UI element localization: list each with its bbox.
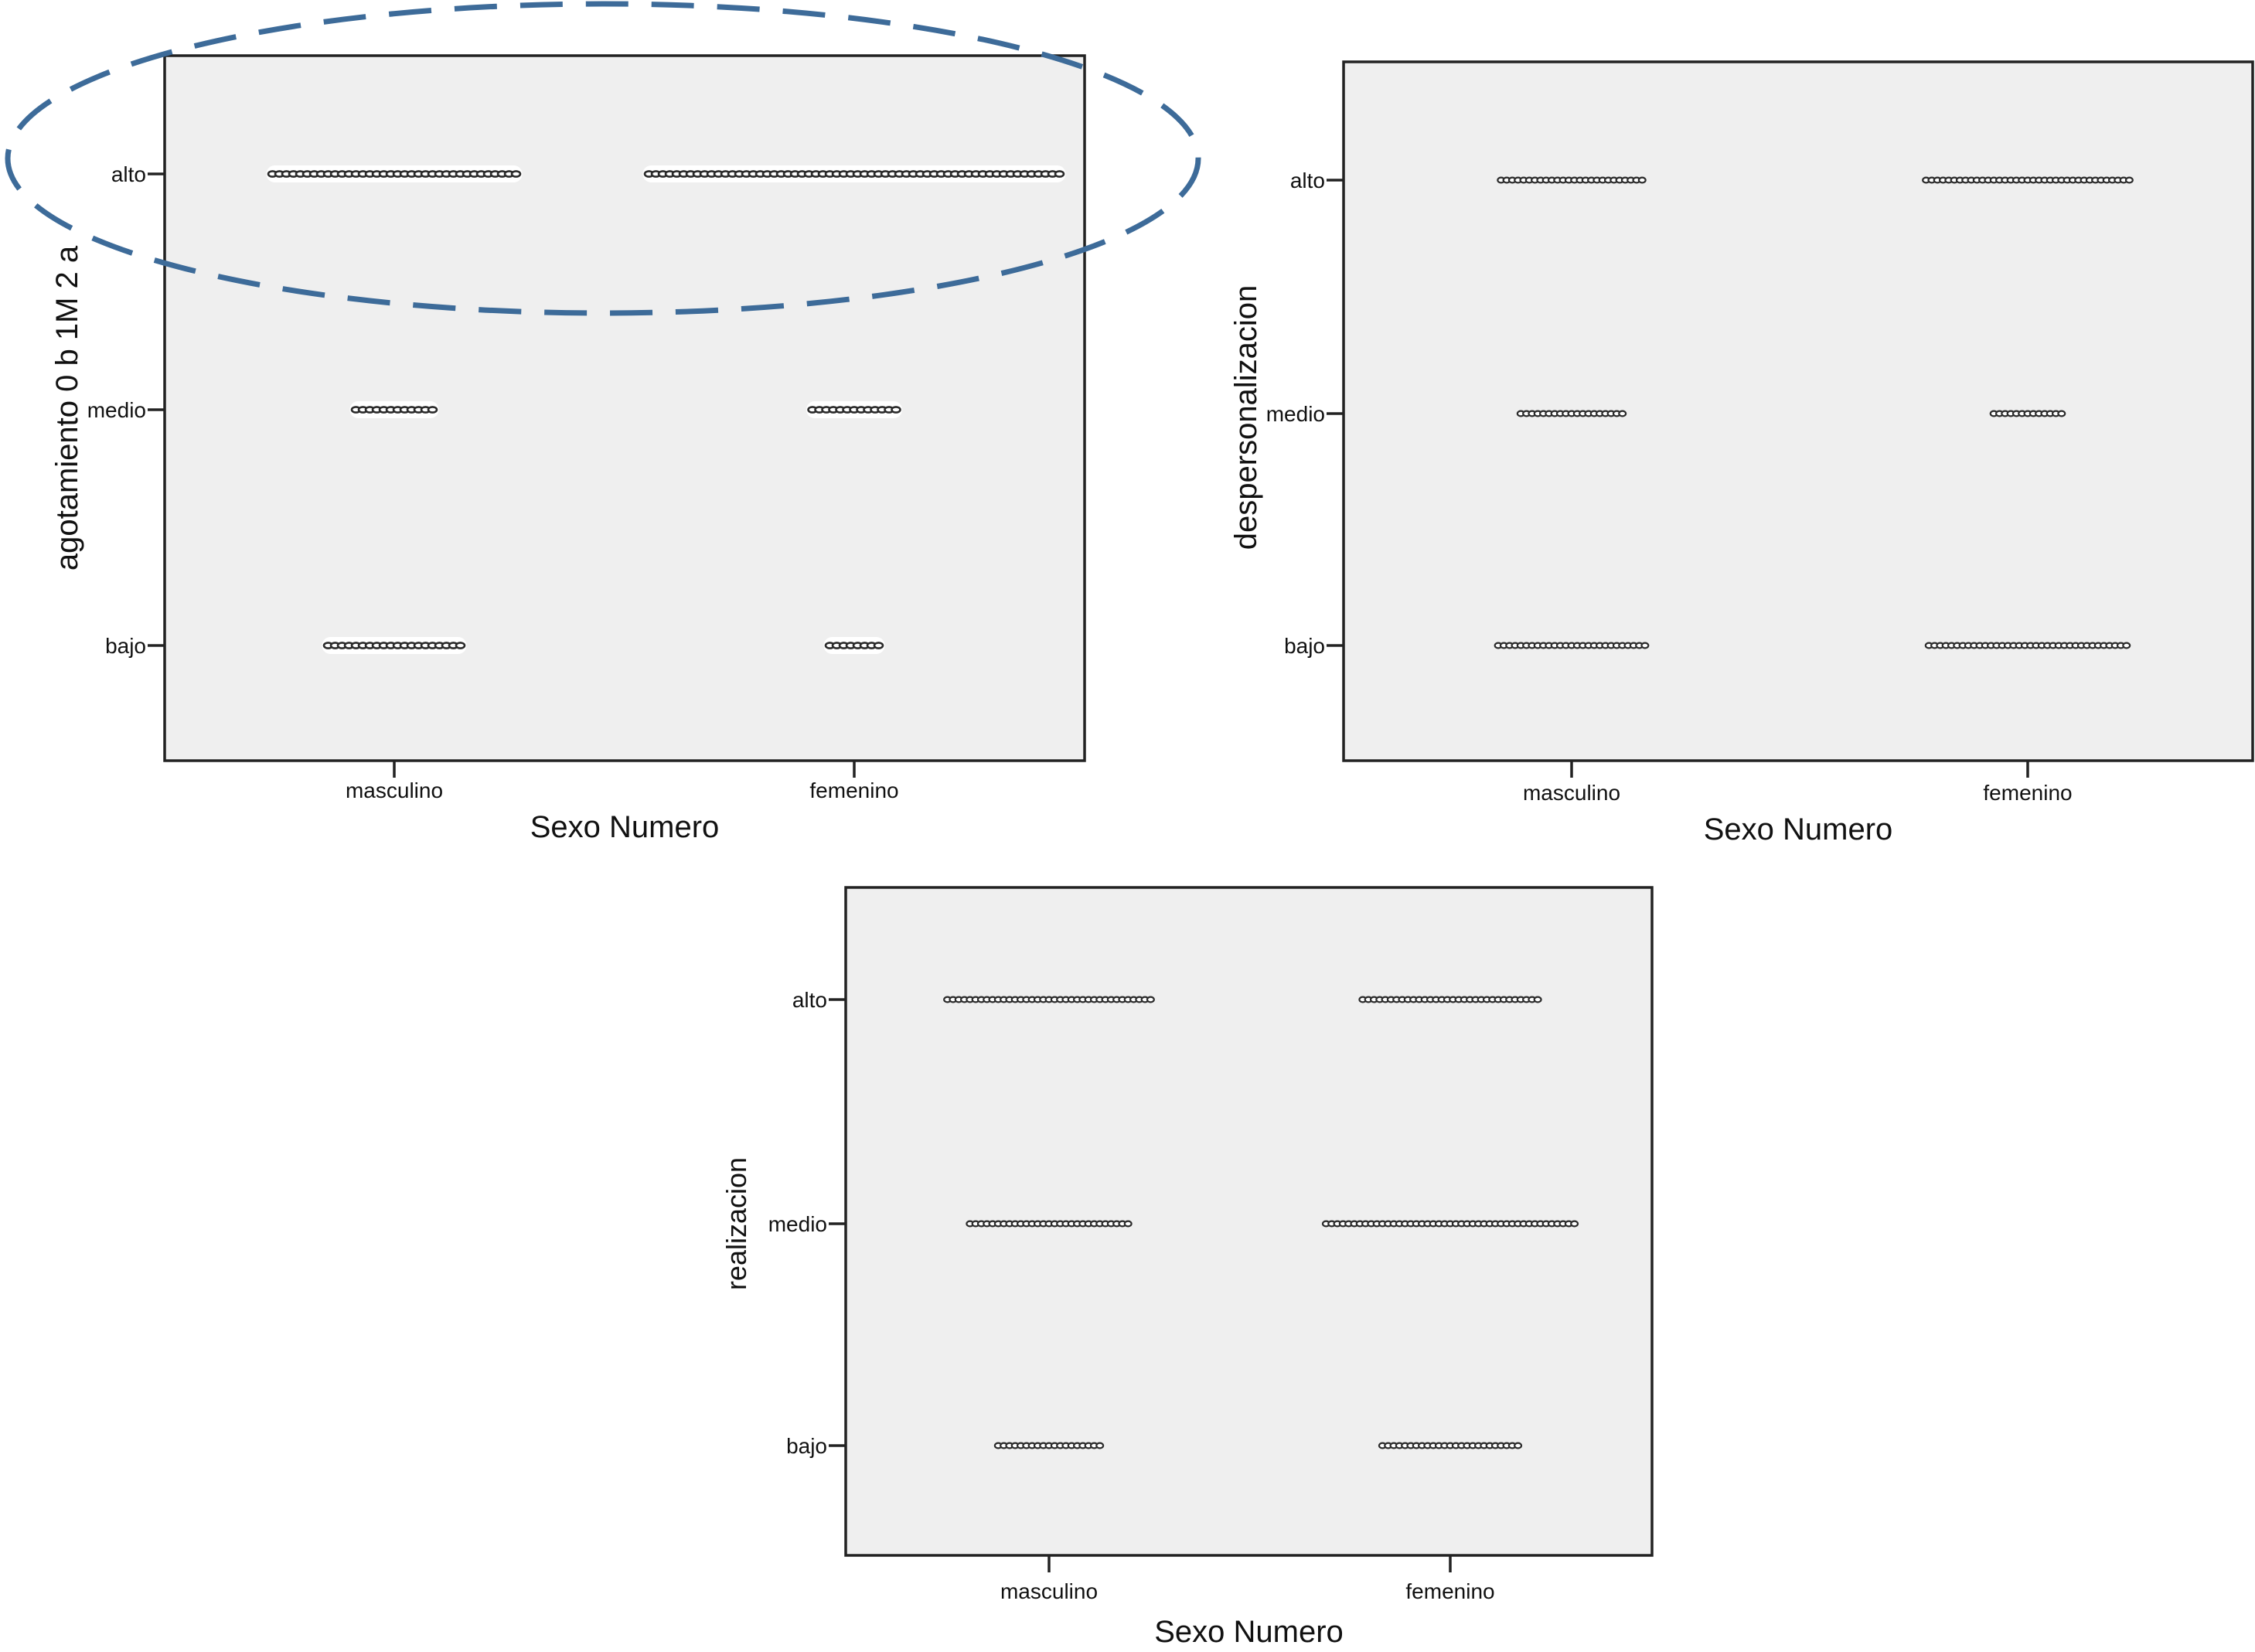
y-axis-title: despersonalizacion: [1229, 285, 1263, 550]
data-point-masculino-medio: [427, 406, 438, 414]
y-axis-title: realizacion: [720, 1157, 752, 1290]
dots-layer: [266, 165, 1066, 654]
data-point-masculino-alto: [510, 170, 522, 178]
data-point-masculino-medio: [1123, 1220, 1133, 1228]
plot-area: [163, 54, 1086, 762]
data-point-femenino-alto: [2124, 176, 2134, 184]
x-tick-label-femenino: femenino: [1405, 1579, 1494, 1603]
x-axis-title: Sexo Numero: [1704, 812, 1893, 846]
y-tick-label-medio: medio: [87, 398, 146, 422]
data-point-femenino-bajo: [873, 642, 884, 649]
y-axis-title: agotamiento 0 b 1M 2 a: [50, 245, 84, 571]
x-tick-label-masculino: masculino: [1523, 781, 1620, 805]
y-tick-label-alto: alto: [1290, 169, 1325, 192]
x-tick-label-femenino: femenino: [1983, 781, 2072, 805]
data-point-femenino-medio: [891, 406, 901, 414]
y-tick-label-alto: alto: [111, 162, 146, 186]
x-tick-label-masculino: masculino: [1000, 1579, 1098, 1603]
data-point-masculino-bajo: [1095, 1442, 1105, 1449]
y-tick-label-alto: alto: [792, 988, 827, 1012]
x-axis-title: Sexo Numero: [1154, 1615, 1344, 1649]
x-tick-label-masculino: masculino: [346, 778, 443, 802]
chart-panel-3: alto medio bajo masculino femenino Sexo Numer…: [720, 886, 1654, 1649]
highlight-ellipse: [5, 1, 1201, 316]
data-point-masculino-alto: [1146, 996, 1155, 1003]
y-tick-label-bajo: bajo: [1284, 634, 1325, 658]
dots-layer: [943, 996, 1579, 1449]
plot-area: [1342, 60, 2254, 762]
y-tick-label-bajo: bajo: [786, 1434, 827, 1458]
y-tick-label-bajo: bajo: [105, 634, 146, 658]
data-point-masculino-bajo: [455, 642, 466, 649]
data-point-masculino-alto: [1637, 176, 1647, 184]
data-point-femenino-medio: [1570, 1220, 1579, 1228]
y-tick-label-medio: medio: [1266, 402, 1325, 426]
dots-layer: [1494, 176, 2134, 649]
x-axis-title: Sexo Numero: [530, 810, 720, 844]
y-tick-label-medio: medio: [768, 1212, 827, 1236]
data-point-masculino-bajo: [1640, 642, 1650, 649]
data-point-femenino-bajo: [1514, 1442, 1523, 1449]
chart-panel-1: alto medio bajo masculino femenino Sexo Numer…: [50, 54, 1086, 844]
data-point-femenino-bajo: [2122, 642, 2131, 649]
chart-panel-2: alto medio bajo masculino femenino Sexo Numer…: [1229, 60, 2254, 846]
data-point-femenino-alto: [1533, 996, 1542, 1003]
data-point-femenino-alto: [1054, 170, 1065, 178]
x-tick-label-femenino: femenino: [809, 778, 898, 802]
data-point-masculino-medio: [1618, 410, 1627, 417]
data-point-femenino-medio: [2057, 410, 2066, 417]
